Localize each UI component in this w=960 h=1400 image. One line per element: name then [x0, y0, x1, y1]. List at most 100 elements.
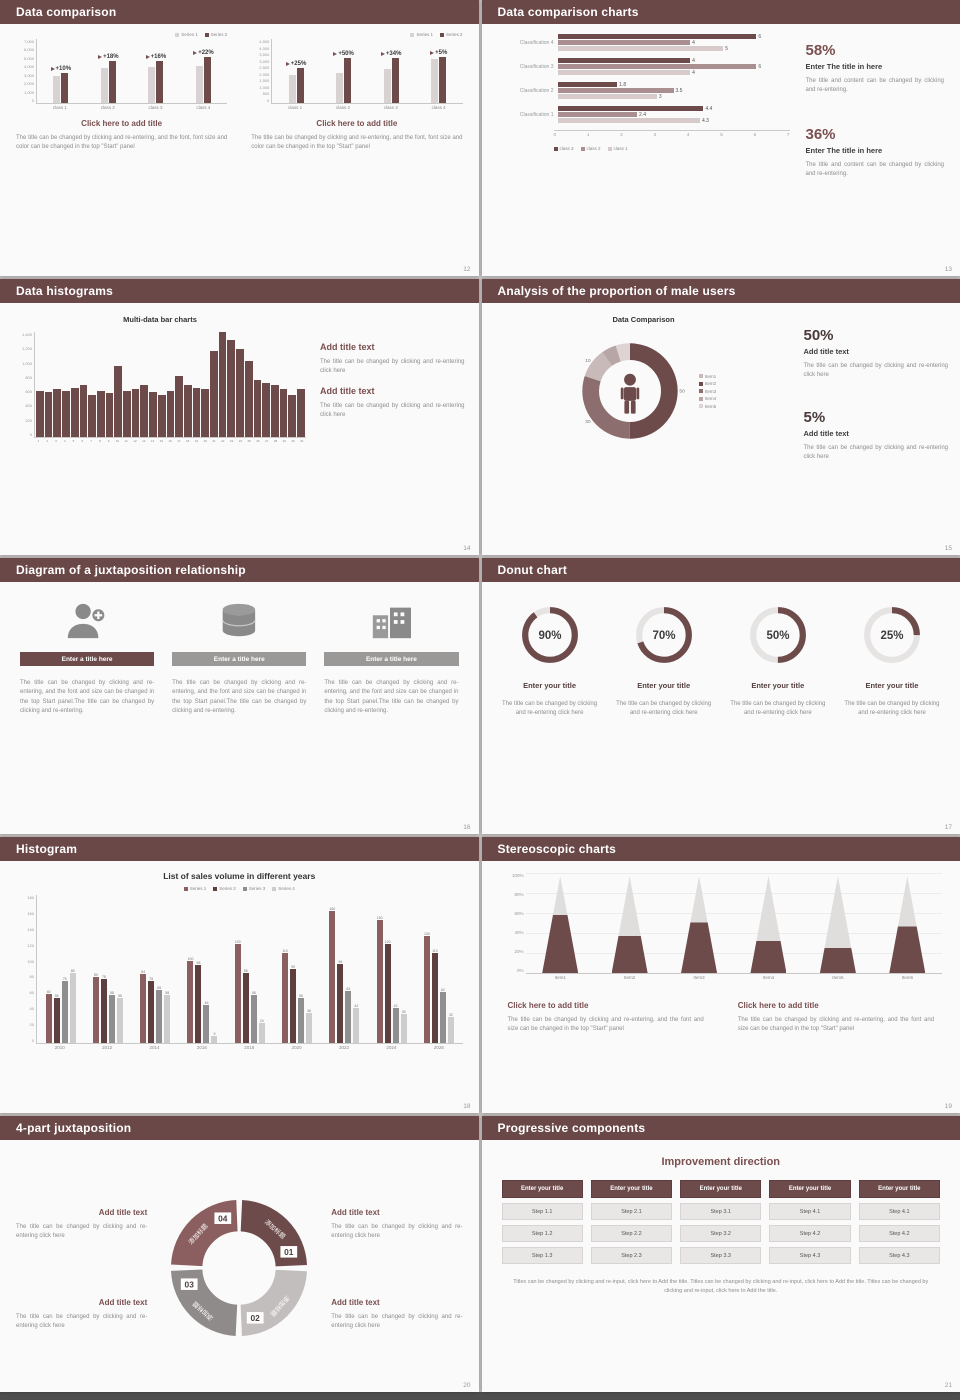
- bar-wrap: 85: [242, 895, 249, 1043]
- flag-icon: [98, 55, 103, 59]
- slide-18-histogram[interactable]: Histogram List of sales volume in differ…: [0, 837, 479, 1113]
- page-number: 21: [944, 1382, 952, 1389]
- step-item[interactable]: Step 1.1: [501, 1203, 583, 1220]
- slide-20-4-part-juxtaposition[interactable]: 4-part juxtaposition Add title text The …: [0, 1116, 479, 1392]
- slide-12-data-comparison[interactable]: Data comparison Series 1 Series 2 7,000 6,0…: [0, 0, 479, 276]
- slide-16-juxtaposition-diagram[interactable]: Diagram of a juxtaposition relationship …: [0, 558, 479, 834]
- segment-number-box: [247, 1312, 264, 1324]
- category-label: 20: [203, 439, 207, 443]
- value-label: 24: [259, 1019, 264, 1024]
- y-tick-label: 40: [29, 1006, 34, 1012]
- text-block: Add title text The title can be changed …: [320, 342, 465, 377]
- slide-header: Data histograms: [0, 279, 479, 303]
- chart-area: 4,500 4,000 3,500 3,000 2,500 2,000 1,500 1,000…: [251, 39, 463, 110]
- slide-21-progressive-components[interactable]: Progressive components Improvement direc…: [481, 1116, 960, 1392]
- y-tick-label: 4,000: [23, 64, 34, 70]
- category-label: Classification 3: [519, 63, 554, 70]
- legend-item: class 1: [607, 146, 628, 151]
- stat-title: Enter The title in here: [805, 62, 883, 71]
- bar-wrap: 24: [258, 895, 265, 1043]
- block-title: Click here to add title: [316, 119, 398, 128]
- step-item[interactable]: Step 4.2: [858, 1225, 940, 1242]
- title-button[interactable]: Enter a title here: [20, 652, 155, 666]
- donut-body: The title can be changed by clicking and…: [844, 701, 940, 717]
- title-button[interactable]: Enter your title: [680, 1180, 762, 1198]
- category-label: class 3: [383, 105, 398, 110]
- donut-body: The title can be changed by clicking and…: [616, 701, 712, 717]
- legend-label: class 2: [586, 146, 601, 151]
- step-item[interactable]: Step 1.3: [501, 1247, 583, 1264]
- title-button[interactable]: Enter a title here: [324, 652, 459, 666]
- step-item[interactable]: Step 4.1: [769, 1203, 851, 1220]
- title-button[interactable]: Enter your title: [858, 1180, 940, 1198]
- step-item[interactable]: Step 2.3: [590, 1247, 673, 1264]
- text-blocks: Click here to add title The title can be…: [500, 992, 943, 1041]
- value-label: 3.5: [675, 87, 683, 94]
- legend-item: Series 2: [439, 32, 463, 37]
- value-label: 4.3: [702, 117, 709, 124]
- slide-14-data-histograms[interactable]: Data histograms Multi-data bar charts 1,…: [0, 279, 479, 555]
- title-button[interactable]: Enter a title here: [172, 652, 307, 666]
- category-label: 2014: [149, 1045, 160, 1050]
- legend-swatch-icon: [553, 146, 558, 151]
- slide-header: 4-part juxtaposition: [0, 1116, 479, 1140]
- step-item[interactable]: Step 4.3: [858, 1247, 940, 1264]
- value-label: 1.8: [619, 81, 627, 88]
- title-button[interactable]: Enter your title: [590, 1180, 673, 1198]
- gauge-value-arc: [635, 607, 692, 663]
- slide-15-male-users-proportion[interactable]: Analysis of the proportion of male users…: [481, 279, 960, 555]
- step-item[interactable]: Step 1.2: [501, 1225, 583, 1242]
- slide-19-stereoscopic-charts[interactable]: Stereoscopic charts 100% 80% 60% 40% 20% 0% It…: [481, 837, 960, 1113]
- bar: [100, 978, 107, 1043]
- category-label: 3: [55, 439, 57, 443]
- donut-gauge: 50%: [747, 604, 809, 671]
- segment-number-box: [280, 1246, 298, 1258]
- step-item[interactable]: Step 2.2: [590, 1225, 673, 1242]
- bar: [123, 390, 131, 437]
- bar-group: 60 55 75 85: [37, 895, 84, 1043]
- value-label: 6: [758, 33, 762, 40]
- legend-label: Series 1: [416, 32, 433, 37]
- legend-label: Item2: [704, 381, 717, 386]
- slide-17-donut-chart[interactable]: Donut chart 90% Enter your title The tit…: [481, 558, 960, 834]
- chart-legend: Series 1 Series 2 Series 3 Series 4: [16, 884, 463, 893]
- legend-swatch-icon: [698, 389, 703, 393]
- bar: [156, 61, 164, 103]
- stat-title: Enter The title in here: [805, 145, 883, 155]
- bar-wrap: 42: [353, 895, 360, 1043]
- value-label: 150: [376, 915, 383, 920]
- bar: [344, 58, 352, 103]
- y-tick-label: 6,000: [23, 47, 34, 53]
- value-label: 35: [401, 1010, 406, 1015]
- grouped-bar-chart: Series 1 Series 2 Series 3 Series 4 180 160 14…: [16, 884, 463, 1050]
- bar: [114, 365, 123, 437]
- category-label: 2026: [433, 1045, 444, 1050]
- bar: [557, 40, 691, 45]
- bar: [288, 395, 297, 437]
- step-item[interactable]: Step 3.3: [680, 1247, 762, 1264]
- title-button[interactable]: Enter your title: [769, 1180, 851, 1198]
- step-column-1: Enter your title Step 1.1 Step 1.2 Step 1.3: [501, 1180, 583, 1264]
- step-item[interactable]: Step 2.1: [590, 1203, 673, 1220]
- y-tick-label: 0: [267, 97, 270, 103]
- legend-swatch-icon: [439, 32, 444, 37]
- step-item[interactable]: Step 3.2: [680, 1225, 762, 1242]
- bar: [288, 75, 296, 103]
- text-block: Add title text The title can be changed …: [16, 1289, 147, 1338]
- cone-shape: [681, 876, 718, 973]
- step-item[interactable]: Step 4.3: [769, 1247, 851, 1264]
- page-number: 19: [944, 1103, 952, 1110]
- donut-gauge-svg: 70%: [635, 607, 692, 663]
- legend-item: Item4: [698, 396, 716, 401]
- right-text-column: Add title text The title can be changed …: [331, 1157, 462, 1379]
- step-item[interactable]: Step 4.2: [769, 1225, 851, 1242]
- step-item[interactable]: Step 3.1: [680, 1203, 762, 1220]
- y-tick-label: 4,000: [259, 45, 270, 51]
- category-label: 12: [133, 439, 137, 443]
- step-item[interactable]: Step 4.1: [858, 1203, 940, 1220]
- bar-group: +34%: [367, 39, 415, 103]
- bar-group: +10%: [37, 39, 85, 103]
- title-button[interactable]: Enter your title: [501, 1180, 583, 1198]
- legend-label: class 1: [613, 146, 628, 151]
